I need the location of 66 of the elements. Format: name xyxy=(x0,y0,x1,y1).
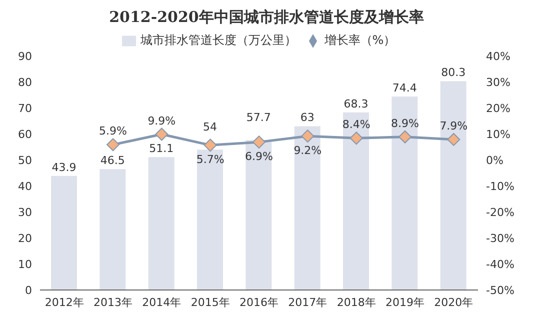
y-tick-label: 90 xyxy=(18,50,32,63)
y-tick-label: 0 xyxy=(25,284,32,297)
data-label: 5.7% xyxy=(196,153,224,166)
data-label: 5.9% xyxy=(99,124,127,138)
bar xyxy=(197,150,223,290)
point xyxy=(398,130,412,144)
bar xyxy=(294,126,320,290)
y2-tick-label: -30% xyxy=(486,232,514,245)
x-tick-label: 2013年 xyxy=(94,296,132,309)
point xyxy=(350,132,363,145)
y2-tick-label: 30% xyxy=(486,76,510,89)
bar xyxy=(440,81,466,290)
point xyxy=(106,138,120,152)
data-label: 8.9% xyxy=(391,116,419,130)
x-tick-label: 2020年 xyxy=(434,296,474,309)
bar xyxy=(343,112,369,290)
x-tick-label: 2012年 xyxy=(44,296,84,309)
data-label: 54 xyxy=(203,120,217,134)
y2-tick-label: 10% xyxy=(486,128,510,141)
point xyxy=(252,136,266,149)
y-tick-label: 30 xyxy=(18,206,32,219)
bar xyxy=(148,157,174,290)
y2-tick-label: -40% xyxy=(486,258,514,271)
y2-tick-label: -50% xyxy=(486,284,514,297)
bar xyxy=(100,169,126,290)
y2-tick-label: 40% xyxy=(486,50,510,63)
data-label: 7.9% xyxy=(440,119,468,132)
bar xyxy=(392,96,418,290)
x-tick-label: 2015年 xyxy=(190,296,230,309)
data-label: 51.1 xyxy=(149,142,174,156)
point xyxy=(447,132,460,146)
data-label: 57.7 xyxy=(246,110,271,124)
data-label: 43.9 xyxy=(52,160,76,174)
data-label: 9.2% xyxy=(294,144,322,158)
y-tick-label: 50 xyxy=(18,154,32,167)
data-label: 9.9% xyxy=(148,114,176,128)
y-tick-label: 70 xyxy=(18,102,32,115)
data-label: 74.4 xyxy=(392,82,417,95)
data-label: 6.9% xyxy=(245,150,273,164)
chart-title: 2012-2020年中国城市排水管道长度及增长率 xyxy=(108,8,425,27)
x-tick-label: 2017年 xyxy=(288,296,328,309)
y2-tick-label: -20% xyxy=(486,206,514,219)
y2-tick-label: 20% xyxy=(486,102,510,115)
y-tick-label: 40 xyxy=(18,180,32,193)
x-tick-label: 2016年 xyxy=(240,296,278,309)
y2-tick-label: -10% xyxy=(486,180,514,193)
y-tick-label: 10 xyxy=(18,258,32,271)
bar xyxy=(51,176,77,290)
point xyxy=(204,138,217,152)
data-label: 63 xyxy=(300,111,314,124)
x-tick-label: 2014年 xyxy=(142,296,182,309)
data-label: 8.4% xyxy=(342,118,370,132)
y-tick-label: 80 xyxy=(18,76,32,89)
point xyxy=(155,128,168,141)
data-label: 80.3 xyxy=(441,66,466,80)
y2-tick-label: 0% xyxy=(486,154,504,167)
data-label: 46.5 xyxy=(100,154,125,168)
point xyxy=(301,130,314,143)
y-tick-label: 20 xyxy=(18,232,32,245)
legend-label: 增长率（%） xyxy=(324,33,396,47)
x-tick-label: 2019年 xyxy=(386,296,424,309)
data-label: 68.3 xyxy=(344,97,368,110)
y-tick-label: 60 xyxy=(18,128,32,141)
legend-label: 城市排水管道长度（万公里） xyxy=(140,33,296,47)
x-tick-label: 2018年 xyxy=(336,296,376,309)
bar xyxy=(246,140,272,290)
